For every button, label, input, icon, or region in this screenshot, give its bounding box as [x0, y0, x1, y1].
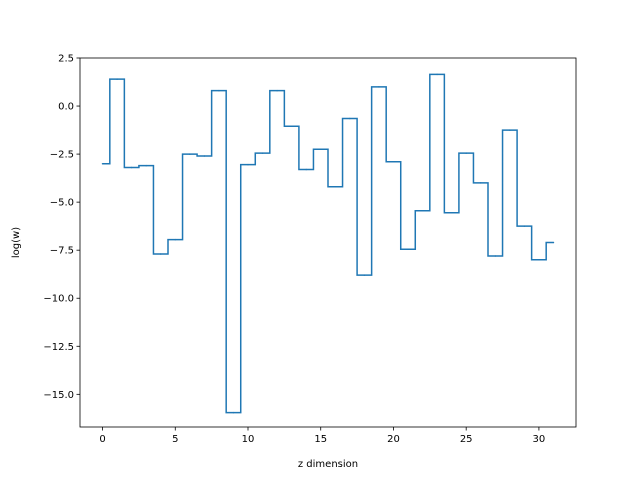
y-tick-label: −12.5 — [43, 342, 74, 353]
data-point — [247, 163, 249, 166]
y-tick-label: −10.0 — [43, 294, 74, 305]
plot-frame — [79, 57, 577, 428]
x-tick-label: 0 — [99, 434, 105, 445]
data-point — [276, 89, 278, 92]
data-point — [232, 411, 235, 414]
data-point — [538, 259, 540, 261]
data-point — [305, 168, 307, 171]
plot-area — [80, 58, 576, 427]
data-point — [290, 125, 293, 127]
x-axis-label: z dimension — [298, 459, 358, 470]
y-axis-label: log(w) — [11, 227, 22, 258]
data-point — [465, 152, 467, 154]
data-point — [552, 241, 555, 244]
data-point — [494, 255, 497, 257]
data-point — [145, 164, 147, 167]
data-point — [523, 225, 526, 227]
x-tick-label: 25 — [460, 434, 473, 445]
y-tick-label: −7.5 — [50, 246, 74, 257]
data-point — [319, 148, 322, 151]
data-point — [450, 211, 453, 214]
data-point — [378, 86, 380, 88]
data-point — [174, 238, 177, 241]
data-point — [349, 117, 351, 120]
x-tick-label: 20 — [387, 434, 400, 445]
data-point — [203, 155, 206, 157]
series-layer — [101, 73, 555, 414]
data-point — [421, 210, 424, 212]
data-point — [130, 166, 133, 169]
y-tick-label: −15.0 — [43, 390, 74, 401]
data-point — [363, 274, 366, 276]
data-point — [218, 89, 220, 92]
x-tick-label: 15 — [314, 434, 327, 445]
data-point — [407, 248, 409, 250]
data-point — [116, 78, 118, 80]
data-point — [261, 152, 264, 154]
y-tick-label: 0.0 — [58, 102, 74, 113]
ticks-layer: 0 5 10 15 20 25 30 2.5 0.0 −2.5 −5.0 −7.5 −10.0 −12.5… — [43, 54, 545, 446]
data-point — [436, 73, 438, 76]
x-tick-label: 30 — [533, 434, 546, 445]
y-tick-label: 2.5 — [58, 54, 74, 65]
data-point — [101, 162, 104, 165]
data-point — [479, 182, 482, 184]
data-point — [392, 161, 395, 163]
data-point — [509, 129, 511, 131]
y-tick-label: −5.0 — [50, 198, 74, 209]
data-point — [334, 186, 337, 188]
x-tick-label: 5 — [172, 434, 178, 445]
data-point — [159, 253, 162, 255]
x-tick-label: 10 — [242, 434, 255, 445]
y-tick-label: −2.5 — [50, 150, 74, 161]
data-point — [189, 153, 191, 155]
